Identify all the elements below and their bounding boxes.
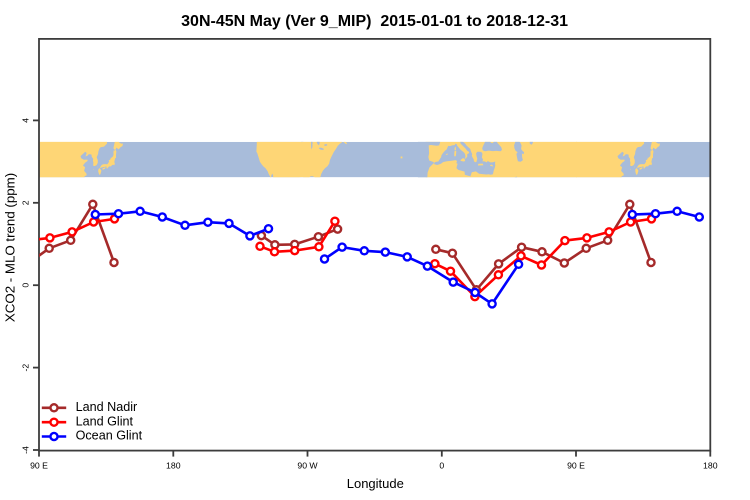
svg-text:Longitude: Longitude — [347, 476, 404, 491]
svg-text:90 E: 90 E — [567, 460, 585, 470]
svg-text:30N-45N May (Ver 9_MIP) 2015-: 30N-45N May (Ver 9_MIP) 2015-01-01 to 20… — [181, 13, 568, 30]
svg-text:-2: -2 — [21, 364, 31, 372]
svg-text:90 W: 90 W — [297, 460, 318, 470]
svg-text:Land Nadir: Land Nadir — [76, 400, 138, 414]
svg-text:-4: -4 — [21, 446, 31, 454]
svg-text:Ocean Glint: Ocean Glint — [76, 429, 143, 443]
svg-text:2: 2 — [21, 200, 31, 205]
svg-text:180: 180 — [703, 460, 718, 470]
svg-text:180: 180 — [166, 460, 181, 470]
svg-text:0: 0 — [439, 460, 444, 470]
svg-text:90 E: 90 E — [30, 460, 48, 470]
svg-text:0: 0 — [21, 283, 31, 288]
svg-text:XCO2 - MLO trend (ppm): XCO2 - MLO trend (ppm) — [2, 173, 17, 322]
svg-text:4: 4 — [21, 118, 31, 123]
svg-text:Land Glint: Land Glint — [76, 414, 134, 428]
